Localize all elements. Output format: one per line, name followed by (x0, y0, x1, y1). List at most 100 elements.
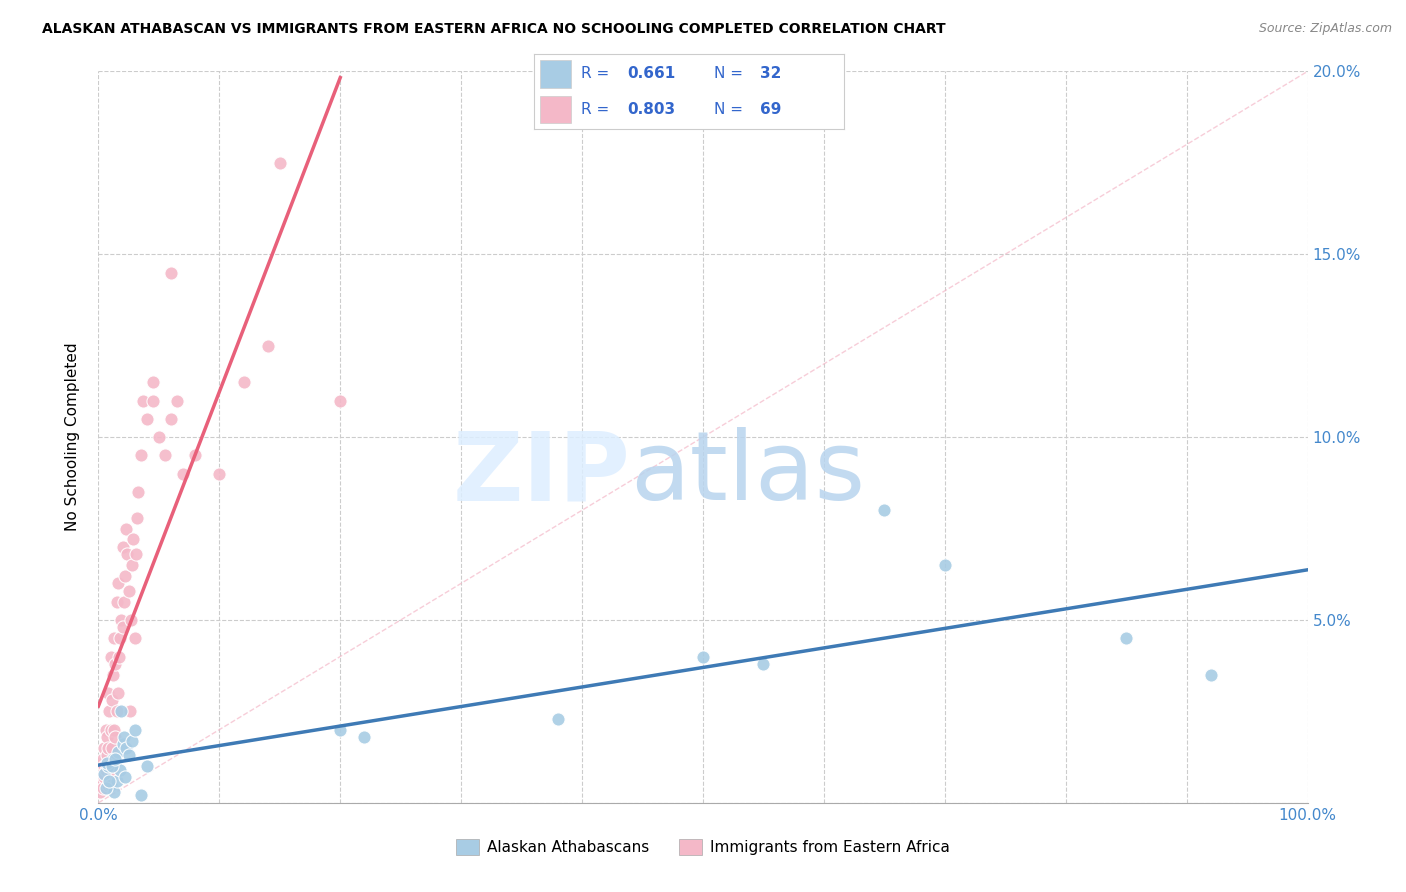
Point (94, 763, 117, 777)
Point (1115, 632, 1137, 646)
Point (114, 569, 136, 583)
Point (129, 448, 152, 462)
Point (127, 485, 149, 500)
Legend: Alaskan Athabascans, Immigrants from Eastern Africa: Alaskan Athabascans, Immigrants from Eas… (450, 833, 956, 861)
Point (108, 649, 131, 664)
Point (120, 613, 142, 627)
Point (91, 781, 114, 796)
Point (93, 740, 115, 755)
Point (124, 632, 146, 646)
Point (122, 533, 145, 547)
Text: R =: R = (581, 67, 614, 81)
Point (934, 558, 956, 573)
Point (91, 752, 114, 766)
Point (135, 759, 157, 773)
Point (184, 448, 207, 462)
Point (110, 613, 132, 627)
Point (118, 583, 141, 598)
Point (93, 766, 115, 780)
Point (1199, 667, 1222, 681)
Point (100, 723, 122, 737)
Point (101, 759, 124, 773)
Point (107, 745, 129, 759)
Point (118, 748, 141, 763)
Point (111, 540, 134, 554)
Point (107, 576, 129, 591)
Point (100, 649, 122, 664)
Point (103, 632, 125, 646)
Point (100, 778, 122, 792)
Text: 0.661: 0.661 (627, 67, 675, 81)
Point (100, 740, 122, 755)
Point (547, 712, 569, 726)
Point (112, 594, 135, 608)
Point (160, 266, 183, 280)
Bar (540, 96, 571, 123)
Point (329, 723, 352, 737)
Text: 32: 32 (761, 67, 782, 81)
Point (105, 594, 128, 608)
Point (96, 756, 118, 770)
Point (142, 393, 165, 408)
Point (100, 759, 122, 773)
Point (105, 773, 128, 788)
Point (97, 778, 120, 792)
Point (93, 759, 115, 773)
Point (110, 705, 132, 719)
Point (100, 766, 122, 780)
Point (329, 393, 352, 408)
Point (124, 723, 146, 737)
Point (142, 375, 165, 389)
Point (111, 620, 134, 634)
Bar (540, 61, 571, 87)
Point (91, 759, 114, 773)
Point (232, 375, 254, 389)
Text: 0.803: 0.803 (627, 102, 675, 117)
Point (208, 467, 231, 481)
Point (94, 723, 117, 737)
Point (353, 730, 375, 744)
Point (118, 705, 141, 719)
Point (172, 467, 194, 481)
Point (90, 778, 112, 792)
Point (125, 547, 148, 561)
Point (108, 632, 131, 646)
Point (873, 503, 896, 517)
Point (112, 730, 135, 744)
Point (160, 412, 183, 426)
Text: Source: ZipAtlas.com: Source: ZipAtlas.com (1258, 22, 1392, 36)
Point (103, 785, 125, 799)
Point (105, 705, 128, 719)
Point (132, 393, 155, 408)
Point (104, 657, 127, 671)
Point (692, 649, 714, 664)
Point (111, 737, 134, 751)
Point (89, 785, 111, 799)
Point (96, 730, 118, 744)
Point (93, 770, 115, 784)
Point (115, 740, 138, 755)
Point (100, 693, 122, 707)
Text: ALASKAN ATHABASCAN VS IMMIGRANTS FROM EASTERN AFRICA NO SCHOOLING COMPLETED CORR: ALASKAN ATHABASCAN VS IMMIGRANTS FROM EA… (42, 22, 946, 37)
Point (101, 667, 124, 681)
Y-axis label: No Schooling Completed: No Schooling Completed (65, 343, 80, 532)
Point (256, 338, 278, 352)
Text: R =: R = (581, 102, 614, 117)
Point (117, 547, 139, 561)
Point (121, 733, 143, 747)
Point (91, 773, 114, 788)
Text: N =: N = (714, 102, 748, 117)
Point (135, 412, 157, 426)
Point (148, 430, 170, 444)
Point (103, 723, 125, 737)
Point (90, 766, 112, 780)
Point (127, 510, 149, 524)
Point (104, 730, 127, 744)
Point (121, 558, 143, 573)
Text: 69: 69 (761, 102, 782, 117)
Text: ZIP: ZIP (453, 427, 630, 520)
Text: N =: N = (714, 67, 748, 81)
Point (104, 752, 127, 766)
Text: atlas: atlas (630, 427, 866, 520)
Point (108, 763, 131, 777)
